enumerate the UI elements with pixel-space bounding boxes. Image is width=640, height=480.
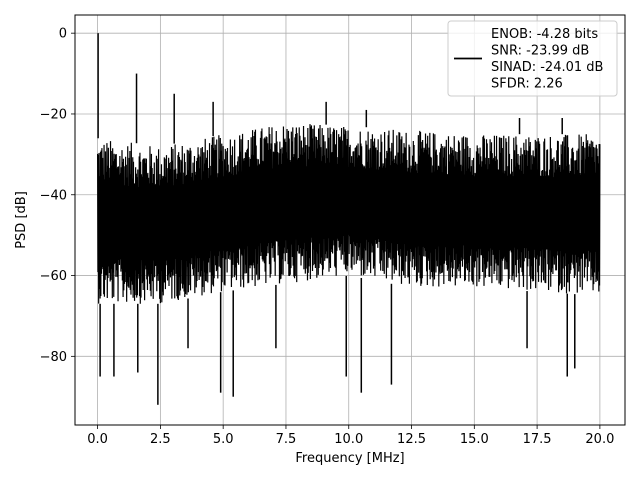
x-tick-label: 20.0 (585, 432, 614, 447)
x-tick-label: 0.0 (87, 432, 108, 447)
x-tick-label: 5.0 (213, 432, 234, 447)
y-tick-label: −40 (40, 188, 67, 203)
legend-box (447, 20, 618, 97)
x-tick-label: 7.5 (276, 432, 297, 447)
psd-series-line (97, 124, 601, 304)
x-tick-label: 10.0 (334, 432, 363, 447)
legend-label: ENOB: -4.28 bits SNR: -23.99 dB SINAD: -24… (491, 27, 603, 92)
y-tick-label: −80 (40, 350, 67, 365)
legend: ENOB: -4.28 bits SNR: -23.99 dB SINAD: -24… (447, 20, 618, 97)
tick-marks: 0.0 2.5 5.0 7.5 10.0 12.5 15.0 17.5 20.0 0 −20 −40 −… (40, 27, 615, 447)
y-axis-label: PSD [dB] (14, 191, 29, 249)
x-tick-label: 17.5 (523, 432, 552, 447)
y-tick-label: −60 (40, 269, 67, 284)
x-tick-label: 12.5 (397, 432, 426, 447)
data-series (97, 33, 601, 405)
y-tick-label: −20 (40, 107, 67, 122)
y-tick-label: 0 (59, 27, 67, 42)
x-tick-label: 2.5 (150, 432, 171, 447)
axes-frame (74, 14, 626, 426)
x-tick-label: 15.0 (460, 432, 489, 447)
x-axis-label: Frequency [MHz] (295, 451, 404, 466)
